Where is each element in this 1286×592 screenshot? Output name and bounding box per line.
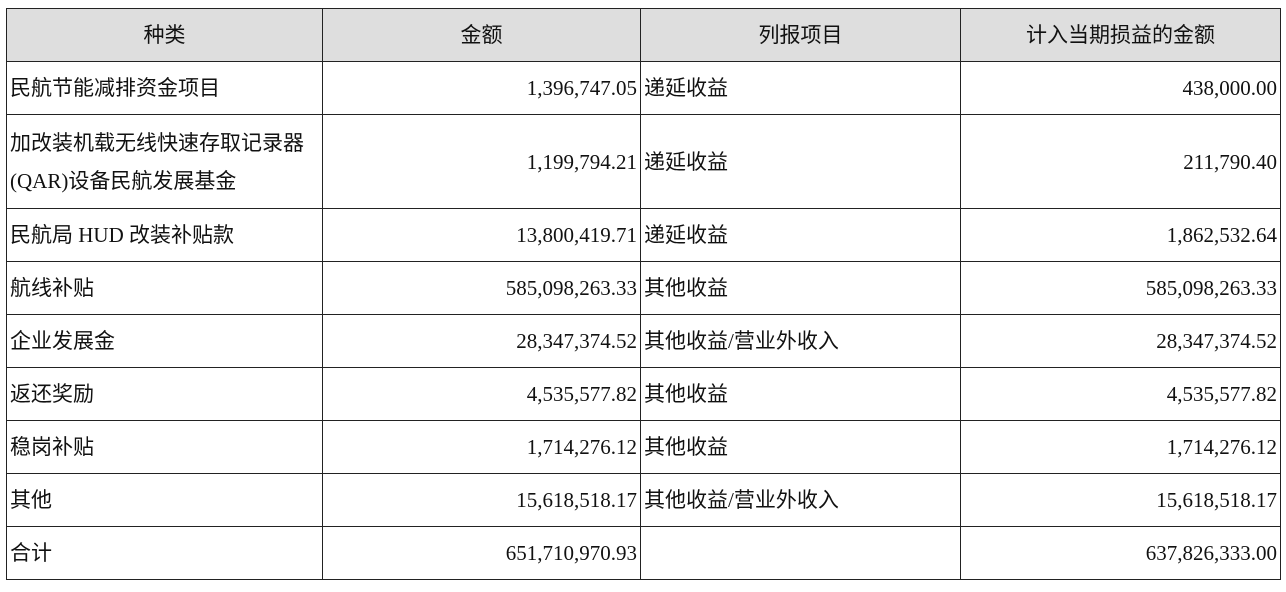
table-cell: 1,714,276.12 bbox=[960, 420, 1281, 474]
table-cell: 其他收益 bbox=[640, 367, 961, 421]
table-cell: 15,618,518.17 bbox=[322, 473, 641, 527]
table-cell: 15,618,518.17 bbox=[960, 473, 1281, 527]
table-row: 航线补贴 585,098,263.33 其他收益 585,098,263.33 bbox=[6, 261, 1281, 315]
table-cell: 585,098,263.33 bbox=[960, 261, 1281, 315]
table-cell: 递延收益 bbox=[640, 61, 961, 115]
table-row: 民航局 HUD 改装补贴款 13,800,419.71 递延收益 1,862,532.… bbox=[6, 208, 1281, 262]
table-cell: 585,098,263.33 bbox=[322, 261, 641, 315]
table-cell: 1,396,747.05 bbox=[322, 61, 641, 115]
table-cell: 1,714,276.12 bbox=[322, 420, 641, 474]
table-cell: 211,790.40 bbox=[960, 114, 1281, 209]
table-cell: 其他收益 bbox=[640, 420, 961, 474]
table-cell: 递延收益 bbox=[640, 114, 961, 209]
table-cell: 其他收益/营业外收入 bbox=[640, 473, 961, 527]
table-cell: 28,347,374.52 bbox=[960, 314, 1281, 368]
table-cell: 企业发展金 bbox=[6, 314, 323, 368]
header-row: 种类 金额 列报项目 计入当期损益的金额 bbox=[6, 8, 1281, 62]
table-row: 企业发展金 28,347,374.52 其他收益/营业外收入 28,347,374.5… bbox=[6, 314, 1281, 368]
table-cell: 航线补贴 bbox=[6, 261, 323, 315]
header-cell: 列报项目 bbox=[640, 8, 961, 62]
table-cell: 递延收益 bbox=[640, 208, 961, 262]
table-row: 其他 15,618,518.17 其他收益/营业外收入 15,618,518.17 bbox=[6, 473, 1281, 527]
table-cell: 合计 bbox=[6, 526, 323, 580]
table-cell: 651,710,970.93 bbox=[322, 526, 641, 580]
table-cell: 其他 bbox=[6, 473, 323, 527]
subsidy-table: 种类 金额 列报项目 计入当期损益的金额 民航节能减排资金项目 1,396,747.05… bbox=[6, 8, 1281, 580]
table-row: 加改装机载无线快速存取记录器(QAR)设备民航发展基金 1,199,794.21 递… bbox=[6, 114, 1281, 209]
table-cell: 民航节能减排资金项目 bbox=[6, 61, 323, 115]
header-cell: 金额 bbox=[322, 8, 641, 62]
table-cell: 4,535,577.82 bbox=[322, 367, 641, 421]
table-row: 稳岗补贴 1,714,276.12 其他收益 1,714,276.12 bbox=[6, 420, 1281, 474]
table-cell: 稳岗补贴 bbox=[6, 420, 323, 474]
table-cell: 民航局 HUD 改装补贴款 bbox=[6, 208, 323, 262]
table-cell bbox=[640, 526, 961, 580]
header-cell: 计入当期损益的金额 bbox=[960, 8, 1281, 62]
table-cell: 1,862,532.64 bbox=[960, 208, 1281, 262]
table-row: 返还奖励 4,535,577.82 其他收益 4,535,577.82 bbox=[6, 367, 1281, 421]
table-cell: 438,000.00 bbox=[960, 61, 1281, 115]
table-cell: 4,535,577.82 bbox=[960, 367, 1281, 421]
table-cell: 加改装机载无线快速存取记录器(QAR)设备民航发展基金 bbox=[6, 114, 323, 209]
table-cell: 其他收益/营业外收入 bbox=[640, 314, 961, 368]
table-row: 合计 651,710,970.93 637,826,333.00 bbox=[6, 526, 1281, 580]
table-cell: 28,347,374.52 bbox=[322, 314, 641, 368]
table-cell: 1,199,794.21 bbox=[322, 114, 641, 209]
header-cell: 种类 bbox=[6, 8, 323, 62]
table-cell: 其他收益 bbox=[640, 261, 961, 315]
table-body: 民航节能减排资金项目 1,396,747.05 递延收益 438,000.00 加改装机… bbox=[6, 61, 1281, 580]
table-cell: 637,826,333.00 bbox=[960, 526, 1281, 580]
table-cell: 13,800,419.71 bbox=[322, 208, 641, 262]
table-row: 民航节能减排资金项目 1,396,747.05 递延收益 438,000.00 bbox=[6, 61, 1281, 115]
table-cell: 返还奖励 bbox=[6, 367, 323, 421]
